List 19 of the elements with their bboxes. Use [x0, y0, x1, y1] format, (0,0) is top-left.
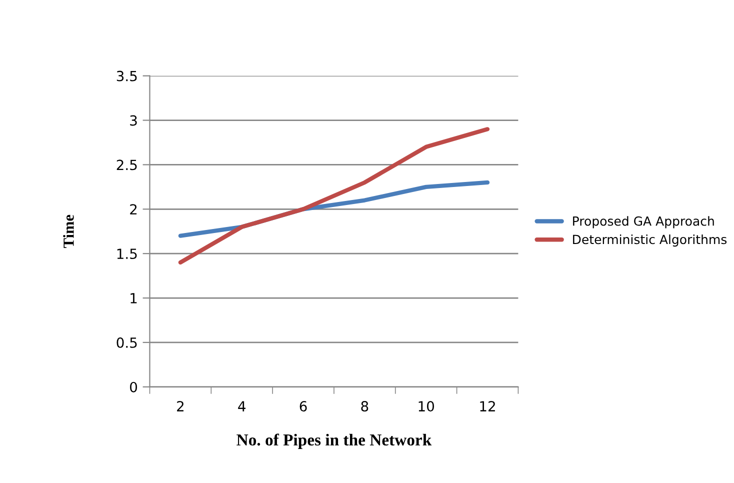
- y-tick-label: 1: [130, 293, 137, 304]
- legend-label: Deterministic Algorithms: [573, 234, 727, 247]
- legend-label: Proposed GA Approach: [573, 216, 714, 228]
- x-tick-label: 6: [300, 401, 307, 412]
- x-axis-title: No. of Pipes in the Network: [236, 434, 432, 449]
- y-tick-label: 2: [130, 204, 137, 214]
- y-tick-label: 3: [130, 115, 137, 126]
- x-tick-label: 2: [177, 401, 184, 412]
- y-tick-label: 2.5: [116, 160, 137, 170]
- x-tick-label: 12: [480, 401, 495, 412]
- y-tick-label: 3.5: [116, 70, 137, 82]
- x-tick-label: 4: [238, 401, 246, 412]
- y-tick-label: 0: [130, 382, 138, 392]
- line-series: [178, 127, 490, 265]
- y-tick-label: 0.5: [116, 337, 137, 348]
- x-tick-label: 10: [418, 401, 434, 412]
- x-tick-label: 8: [361, 401, 368, 412]
- y-axis-title: Time: [63, 214, 74, 248]
- y-tick-label: 1.5: [117, 248, 137, 260]
